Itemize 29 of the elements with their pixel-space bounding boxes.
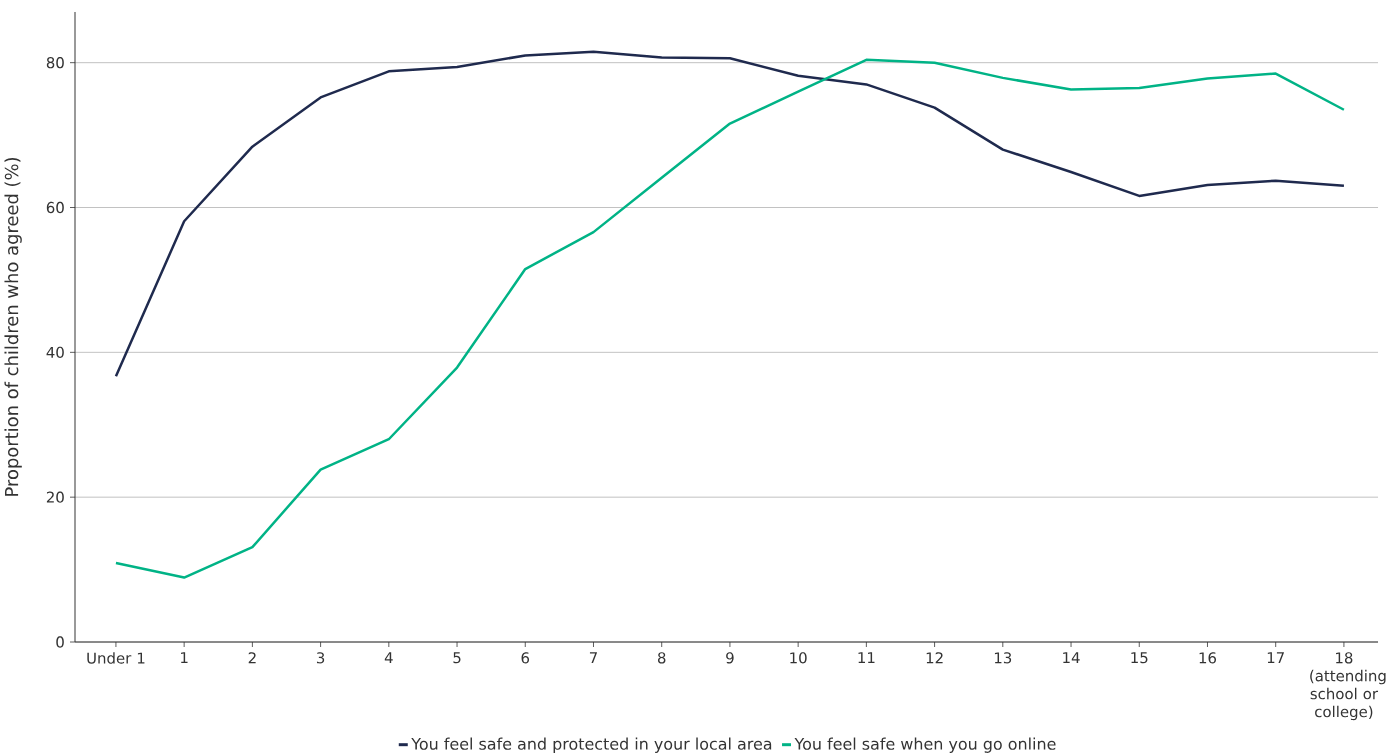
line-series <box>114 58 1346 579</box>
line-series <box>114 50 1346 378</box>
y-tick-label: 20 <box>46 491 64 503</box>
x-tick-label: 8 <box>657 652 666 664</box>
x-tick-label: 10 <box>790 652 807 664</box>
x-tick-label: 15 <box>1131 652 1148 664</box>
x-tick-label: 9 <box>726 652 734 664</box>
x-tick-label: 17 <box>1267 652 1284 664</box>
x-tick-label: 13 <box>994 652 1012 664</box>
y-tick-label: 0 <box>56 636 64 648</box>
y-tick-label: 80 <box>46 57 64 69</box>
y-tick-label: 60 <box>46 201 64 214</box>
x-tick-label: 12 <box>926 652 943 664</box>
x-tick-label: 3 <box>316 652 325 664</box>
x-tick-label: 16 <box>1199 652 1217 664</box>
y-axis-title: Proportion of children who agreed (%) <box>4 157 22 496</box>
x-tick-label: 5 <box>453 652 461 664</box>
y-tick-label: 40 <box>46 346 64 358</box>
x-tick-label: 2 <box>248 652 256 664</box>
x-tick-label: 7 <box>589 652 597 664</box>
x-tick-label: 1 <box>181 652 188 664</box>
x-tick-label: 11 <box>858 652 875 664</box>
x-tick-label: Under 1 <box>87 652 145 664</box>
legend-label: You feel safe when you go online <box>794 737 1056 753</box>
x-tick-label: 18 (attending school or college) <box>1310 652 1386 721</box>
x-tick-label: 14 <box>1063 652 1080 664</box>
x-tick-label: 4 <box>384 652 393 664</box>
x-tick-label: 6 <box>521 652 530 664</box>
legend-label: You feel safe and protected in your local area <box>411 737 772 753</box>
